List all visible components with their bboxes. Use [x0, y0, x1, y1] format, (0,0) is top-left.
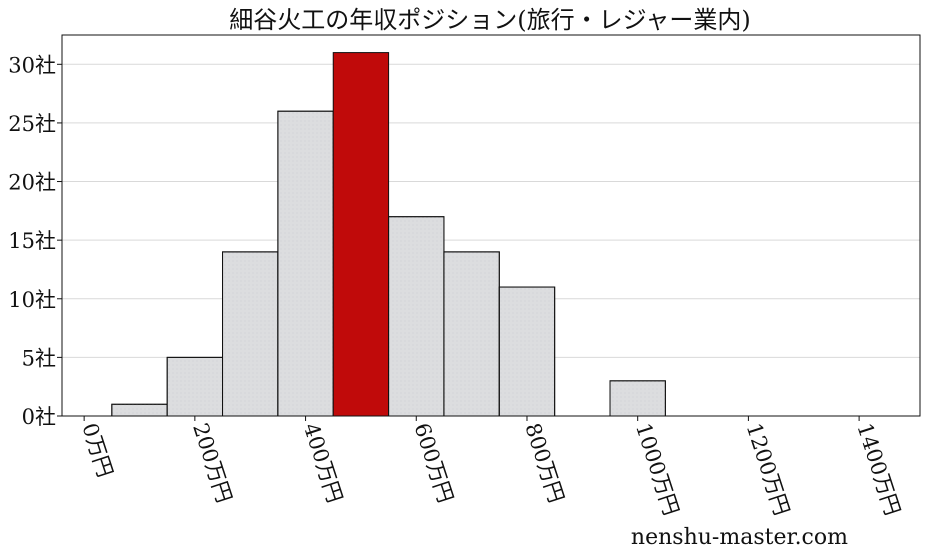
x-tick-label: 1400万円 — [852, 420, 904, 518]
x-tick-label: 200万円 — [188, 420, 236, 505]
x-tick-label: 800万円 — [520, 420, 568, 505]
bar-texture — [166, 356, 224, 417]
bars — [111, 52, 666, 417]
x-tick-label: 1000万円 — [631, 420, 683, 518]
bar-texture — [609, 380, 666, 417]
x-tick-label: 1200万円 — [742, 420, 794, 518]
x-tick-label: 400万円 — [299, 420, 347, 505]
bar-texture — [498, 286, 556, 417]
y-tick-label: 20社 — [8, 171, 56, 195]
bar-texture — [277, 110, 334, 417]
bar-texture — [222, 251, 279, 417]
y-tick-label: 5社 — [22, 346, 56, 370]
x-tick-label: 600万円 — [410, 420, 458, 505]
y-tick-label: 15社 — [8, 229, 56, 253]
x-axis-ticks: 0万円 200万円 400万円 600万円 800万円 1000万円 1200万円 1400万… — [77, 416, 905, 518]
y-tick-label: 30社 — [8, 53, 56, 77]
x-tick-label: 0万円 — [77, 420, 117, 480]
watermark: nenshu-master.com — [631, 525, 848, 550]
y-tick-label: 25社 — [8, 112, 56, 136]
bar-texture — [111, 403, 168, 417]
bar-texture — [388, 216, 445, 417]
plot-frame — [61, 34, 921, 417]
bar-texture — [443, 251, 500, 417]
bar-highlight — [332, 52, 390, 417]
y-axis-ticks: 0社 5社 10社 15社 20社 25社 30社 — [8, 53, 62, 429]
y-tick-label: 0社 — [22, 405, 56, 429]
chart-title: 細谷火工の年収ポジション(旅行・レジャー業内) — [229, 6, 751, 34]
y-tick-label: 10社 — [8, 288, 56, 312]
